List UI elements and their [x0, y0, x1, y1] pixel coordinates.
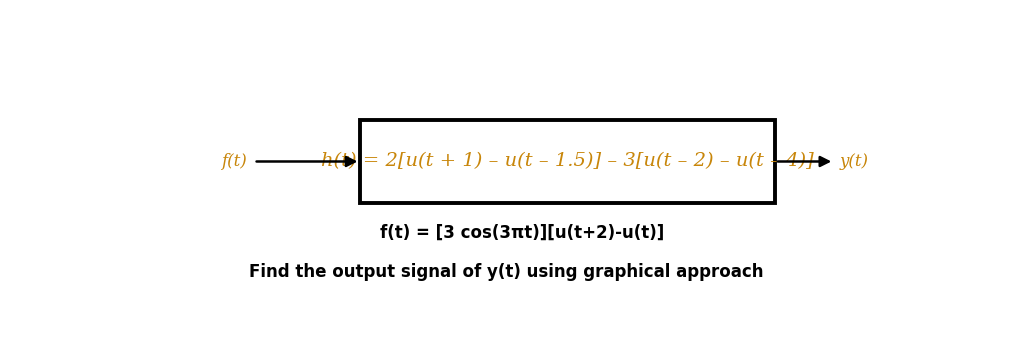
Text: h(t) = 2[u(t + 1) – u(t – 1.5)] – 3[u(t – 2) – u(t – 4)]: h(t) = 2[u(t + 1) – u(t – 1.5)] – 3[u(t …	[321, 153, 814, 170]
Text: y(t): y(t)	[840, 153, 868, 170]
Text: f(t) = [3 cos(3πt)][u(t+2)-u(t)]: f(t) = [3 cos(3πt)][u(t+2)-u(t)]	[380, 224, 664, 242]
Text: f(t): f(t)	[221, 153, 247, 170]
Text: Find the output signal of y(t) using graphical approach: Find the output signal of y(t) using gra…	[250, 263, 763, 281]
FancyBboxPatch shape	[361, 120, 774, 203]
